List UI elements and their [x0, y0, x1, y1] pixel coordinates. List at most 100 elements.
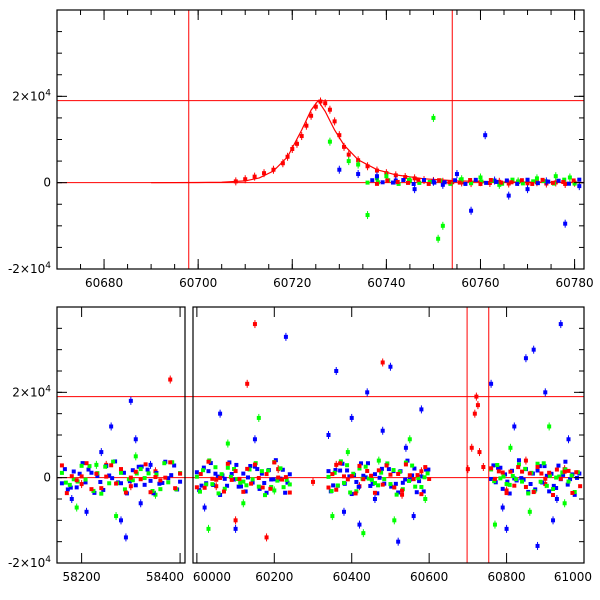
data-point — [130, 478, 135, 483]
data-point — [262, 480, 267, 485]
data-point — [431, 115, 436, 120]
data-point — [318, 99, 323, 104]
data-point — [496, 465, 501, 470]
data-point — [194, 470, 199, 475]
data-point — [556, 463, 561, 468]
data-point — [128, 398, 133, 403]
data-point — [419, 474, 424, 479]
data-point — [527, 509, 532, 514]
data-point — [423, 497, 428, 501]
data-point — [79, 482, 84, 487]
data-point — [330, 514, 335, 519]
data-point — [463, 181, 468, 186]
data-point — [422, 475, 427, 480]
data-point — [392, 485, 397, 490]
data-point — [311, 479, 316, 484]
data-point — [566, 437, 571, 442]
data-point — [541, 461, 546, 466]
data-point — [225, 465, 230, 470]
data-point — [417, 479, 422, 484]
data-point — [168, 460, 173, 465]
data-point — [264, 535, 269, 540]
data-point — [269, 477, 274, 482]
data-point — [413, 484, 418, 489]
data-point — [326, 485, 331, 490]
data-point — [469, 181, 474, 186]
data-point — [379, 470, 384, 475]
data-point — [543, 476, 548, 481]
data-point — [380, 180, 385, 185]
data-point — [239, 484, 244, 489]
data-point — [507, 482, 512, 487]
data-point — [233, 469, 238, 474]
data-point — [163, 475, 168, 480]
data-point — [396, 539, 401, 544]
data-point — [235, 477, 240, 482]
data-point — [250, 477, 255, 482]
data-point — [384, 174, 389, 179]
data-point — [412, 187, 417, 192]
data-point — [281, 485, 286, 490]
data-point — [59, 481, 64, 486]
data-point — [375, 491, 380, 496]
data-point — [421, 489, 426, 494]
data-point — [488, 178, 493, 183]
data-point — [426, 467, 431, 472]
data-point — [499, 180, 504, 185]
data-point — [566, 181, 571, 186]
data-point — [262, 171, 267, 176]
data-point — [566, 479, 571, 484]
data-point — [401, 178, 406, 183]
data-point — [414, 490, 419, 495]
data-point — [557, 474, 562, 479]
data-point — [388, 364, 393, 369]
data-point — [67, 482, 72, 487]
x-tick-label: 58200 — [63, 570, 101, 584]
data-point — [492, 522, 497, 527]
data-point — [154, 472, 159, 477]
data-point — [89, 487, 94, 492]
data-point — [271, 477, 276, 482]
top-panel: -2×104 0 2×104 60680 60700 60720 60740 60760 607… — [8, 9, 594, 290]
data-point — [376, 483, 381, 488]
data-point — [199, 483, 204, 488]
data-point — [535, 543, 540, 548]
data-point — [407, 437, 412, 442]
data-point — [252, 462, 257, 467]
data-point — [216, 491, 221, 496]
data-point — [214, 484, 219, 489]
data-point — [481, 465, 486, 469]
data-point — [504, 482, 509, 487]
data-point — [157, 481, 162, 486]
data-point — [241, 501, 246, 506]
data-point — [500, 470, 505, 475]
data-point — [99, 486, 104, 491]
data-point — [572, 492, 577, 497]
data-point — [249, 481, 254, 486]
data-point — [547, 489, 552, 494]
data-point — [546, 179, 551, 184]
data-point — [202, 485, 207, 490]
data-point — [503, 472, 508, 477]
data-point — [556, 178, 561, 183]
data-point — [264, 490, 269, 495]
data-point — [233, 526, 238, 531]
data-point — [440, 182, 445, 187]
data-point — [425, 471, 430, 476]
data-point — [506, 181, 511, 186]
data-point — [520, 181, 525, 186]
data-point — [111, 459, 116, 464]
data-point — [393, 481, 398, 486]
data-point — [563, 467, 568, 472]
data-point — [260, 485, 265, 490]
data-point — [148, 478, 153, 483]
data-point — [561, 472, 566, 477]
data-point — [407, 478, 412, 483]
data-point — [69, 497, 74, 501]
data-point — [500, 505, 505, 510]
data-point — [416, 476, 421, 481]
data-point — [427, 476, 432, 481]
data-point — [148, 490, 153, 495]
data-point — [74, 505, 79, 510]
data-point — [229, 477, 234, 482]
